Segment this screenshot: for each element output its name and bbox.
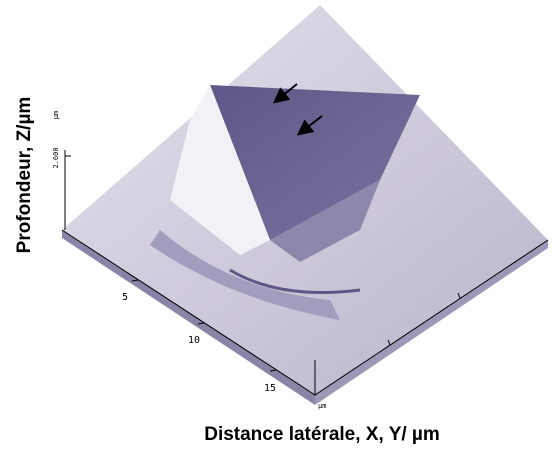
xy-tick-label: 5 bbox=[122, 292, 128, 303]
arrow bbox=[296, 115, 323, 136]
z-axis-title: Profondeur, Z/µm bbox=[14, 97, 35, 254]
afm-surface bbox=[62, 5, 548, 405]
z-unit: µm bbox=[52, 111, 60, 119]
xy-tick-label: 15 bbox=[264, 383, 276, 394]
xy-tick-label: 10 bbox=[188, 335, 200, 346]
arrow bbox=[272, 83, 298, 104]
axes bbox=[61, 150, 549, 396]
xy-axis-title: Distance latérale, X, Y/ µm bbox=[204, 424, 440, 445]
z-tick-label: 2.600 bbox=[52, 147, 60, 168]
xy-unit: µm bbox=[318, 402, 326, 410]
